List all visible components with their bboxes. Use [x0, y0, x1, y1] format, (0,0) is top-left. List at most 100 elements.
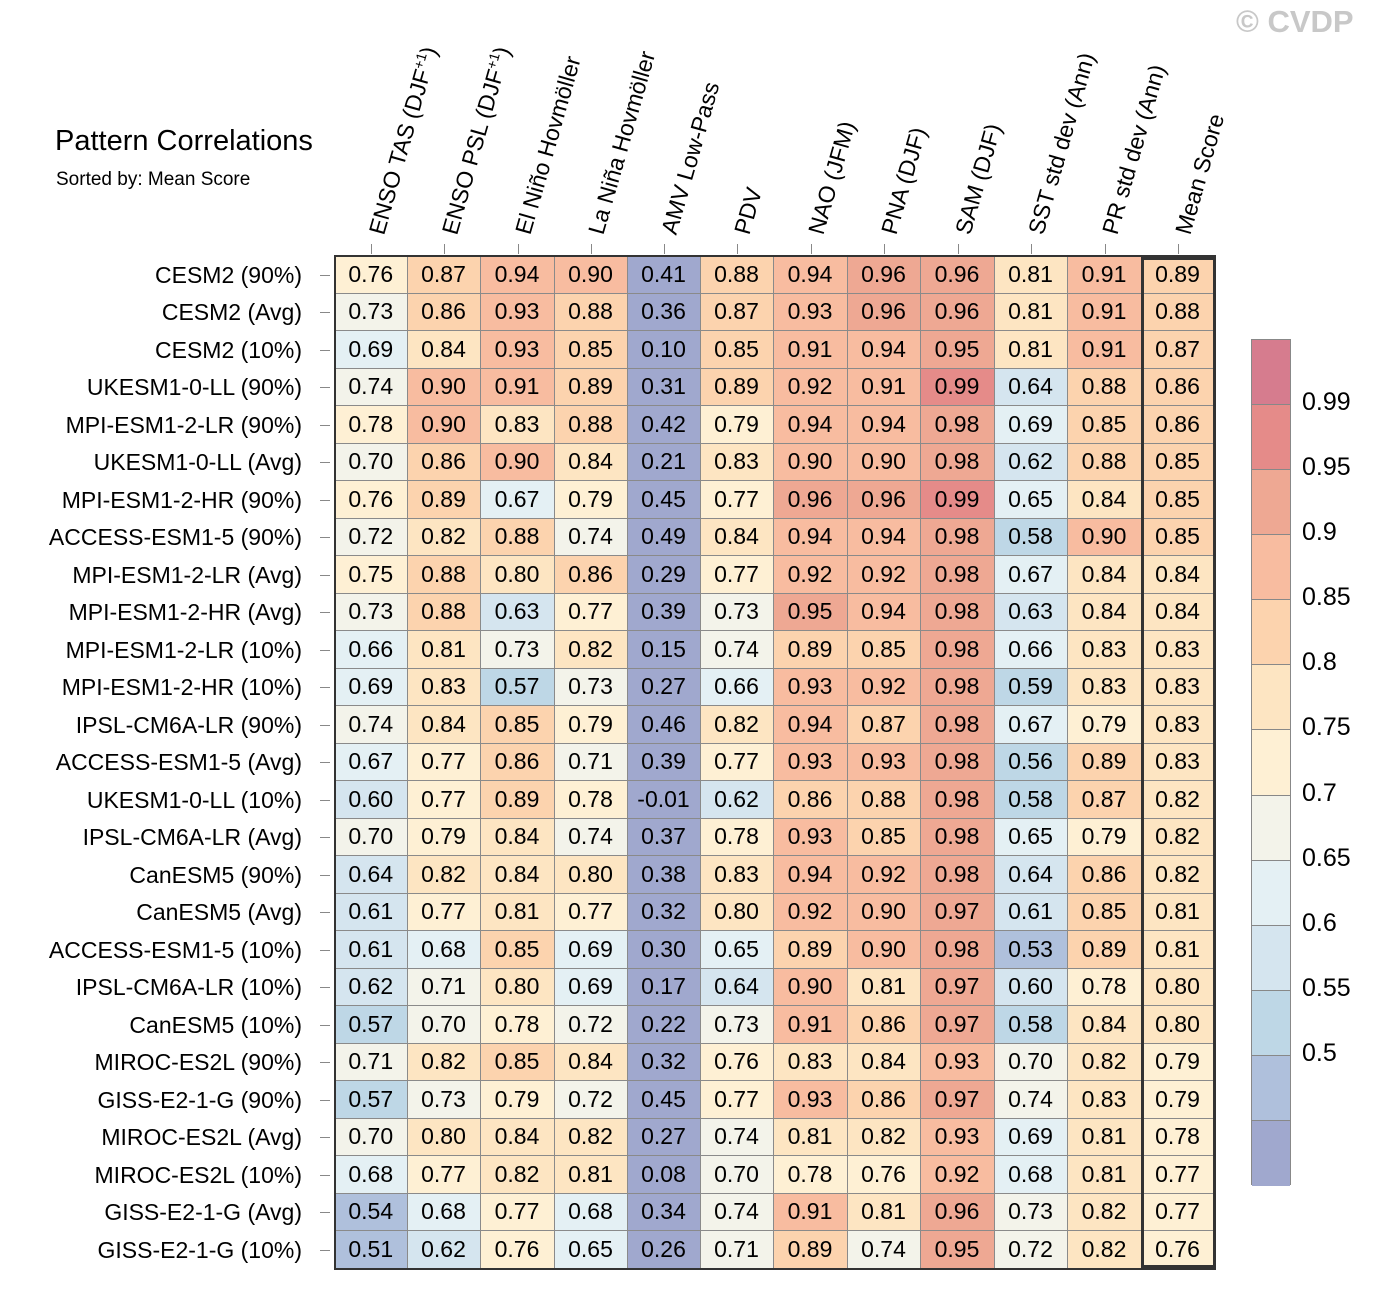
heatmap-cell: 0.54: [335, 1193, 408, 1231]
heatmap-cell: 0.90: [847, 443, 921, 481]
heatmap-cell: -0.01: [627, 781, 701, 819]
heatmap-cell: 0.74: [554, 818, 628, 856]
heatmap-cell: 0.93: [773, 1081, 848, 1119]
heatmap-cell: 0.82: [847, 1118, 921, 1156]
column-header: SST std dev (Ann): [1023, 50, 1101, 238]
column-header: PNA (DJF): [876, 124, 932, 237]
heatmap-cell: 0.84: [480, 818, 555, 856]
heatmap-cell: 0.76: [480, 1231, 555, 1269]
row-label: MIROC-ES2L (90%): [94, 1049, 302, 1076]
heatmap-cell: 0.84: [1067, 1006, 1142, 1044]
colorbar-box: [1251, 339, 1291, 1186]
heatmap-cell: 0.37: [627, 818, 701, 856]
heatmap-cell: 0.79: [554, 481, 628, 519]
heatmap-cell: 0.94: [847, 518, 921, 556]
heatmap-cell: 0.94: [773, 706, 848, 744]
heatmap-cell: 0.56: [994, 743, 1068, 781]
heatmap-cell: 0.92: [773, 556, 848, 594]
column-header-text: PDV: [729, 184, 768, 238]
heatmap-cell: 0.68: [407, 931, 481, 969]
row-label: UKESM1-0-LL (10%): [86, 786, 302, 813]
heatmap-cell: 0.88: [847, 781, 921, 819]
heatmap-cell: 0.85: [847, 818, 921, 856]
heatmap-cell: 0.76: [335, 481, 408, 519]
heatmap-cell: 0.74: [847, 1231, 921, 1269]
heatmap-cell: 0.74: [700, 1193, 774, 1231]
row-label: ACCESS-ESM1-5 (10%): [48, 936, 302, 963]
heatmap-cell: 0.82: [1067, 1193, 1142, 1231]
heatmap-cell: 0.79: [1067, 818, 1142, 856]
row-tick: [320, 1249, 330, 1251]
heatmap-cell: 0.98: [920, 856, 995, 894]
column-tick: [591, 244, 592, 254]
column-tick: [371, 244, 373, 254]
heatmap-cell: 0.93: [480, 331, 555, 369]
heatmap-cell: 0.90: [407, 406, 481, 444]
heatmap-cell: 0.90: [847, 893, 921, 931]
heatmap-cell: 0.30: [627, 931, 701, 969]
heatmap-cell: 0.91: [773, 1193, 848, 1231]
heatmap-cell: 0.85: [480, 706, 555, 744]
heatmap-cell: 0.15: [627, 631, 701, 669]
heatmap-cell: 0.98: [920, 556, 995, 594]
heatmap-cell: 0.85: [480, 1043, 555, 1081]
heatmap-cell: 0.86: [773, 781, 848, 819]
heatmap-cell: 0.89: [407, 481, 481, 519]
heatmap-cell: 0.83: [407, 668, 481, 706]
heatmap-cell: 0.67: [480, 481, 555, 519]
heatmap-cell: 0.67: [994, 556, 1068, 594]
heatmap-cell: 0.58: [994, 518, 1068, 556]
heatmap-cell: 0.90: [554, 256, 628, 294]
heatmap-cell: 0.83: [700, 443, 774, 481]
heatmap-cell: 0.87: [407, 256, 481, 294]
heatmap-cell: 0.83: [1141, 668, 1215, 706]
heatmap-cell: 0.63: [480, 593, 555, 631]
heatmap-cell: 0.96: [847, 481, 921, 519]
row-tick: [320, 1137, 330, 1139]
column-tick: [810, 244, 812, 254]
row-tick: [320, 687, 330, 689]
heatmap-cell: 0.81: [1141, 931, 1215, 969]
heatmap-cell: 0.79: [1141, 1043, 1215, 1081]
heatmap-cell: 0.73: [554, 668, 628, 706]
heatmap-cell: 0.29: [627, 556, 701, 594]
heatmap-cell: 0.93: [920, 1118, 995, 1156]
heatmap-cell: 0.65: [994, 818, 1068, 856]
row-tick: [320, 1062, 330, 1064]
heatmap-cell: 0.81: [773, 1118, 848, 1156]
heatmap-cell: 0.94: [773, 256, 848, 294]
heatmap-cell: 0.90: [407, 368, 481, 406]
heatmap-cell: 0.17: [627, 968, 701, 1006]
row-tick: [320, 274, 330, 276]
heatmap-cell: 0.62: [994, 443, 1068, 481]
column-header-text: ENSO TAS (DJF: [363, 66, 436, 238]
colorbar-label: 0.5: [1302, 1038, 1337, 1067]
row-label: GISS-E2-1-G (Avg): [104, 1199, 302, 1226]
row-tick: [320, 912, 330, 914]
heatmap-cell: 0.70: [700, 1156, 774, 1194]
heatmap-cell: 0.83: [1067, 668, 1142, 706]
heatmap-cell: 0.68: [407, 1193, 481, 1231]
heatmap-cell: 0.89: [773, 631, 848, 669]
heatmap-cell: 0.65: [994, 481, 1068, 519]
column-header: NAO (JFM): [803, 118, 861, 237]
heatmap-cell: 0.73: [335, 593, 408, 631]
column-header: AMV Low-Pass: [656, 79, 725, 238]
heatmap-cell: 0.98: [920, 631, 995, 669]
heatmap-cell: 0.89: [1067, 743, 1142, 781]
heatmap-cell: 0.89: [773, 931, 848, 969]
column-tick: [1031, 244, 1032, 254]
heatmap-cell: 0.91: [480, 368, 555, 406]
heatmap-cell: 0.64: [994, 856, 1068, 894]
heatmap-cell: 0.82: [407, 1043, 481, 1081]
row-tick: [320, 499, 330, 501]
heatmap-cell: 0.74: [700, 631, 774, 669]
heatmap-cell: 0.72: [554, 1006, 628, 1044]
heatmap-cell: 0.60: [994, 968, 1068, 1006]
heatmap-cell: 0.79: [407, 818, 481, 856]
heatmap-cell: 0.87: [1141, 331, 1215, 369]
heatmap-cell: 0.92: [920, 1156, 995, 1194]
heatmap-cell: 0.67: [335, 743, 408, 781]
heatmap-cell: 0.32: [627, 893, 701, 931]
heatmap-cell: 0.76: [1141, 1231, 1215, 1269]
